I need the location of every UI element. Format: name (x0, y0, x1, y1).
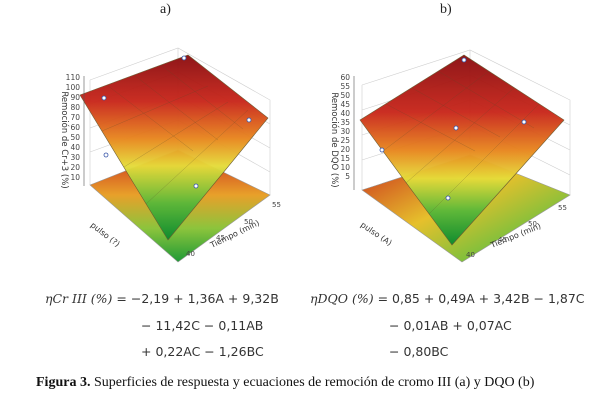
equation-a-line1: ηCr III (%) = −2,19 + 1,36A + 9,32B (45, 291, 279, 306)
equation-b-lhs: ηDQO (%) (310, 291, 374, 306)
z-tick: 10 (340, 163, 350, 172)
z-tick: 50 (340, 91, 350, 100)
y-axis-label-a: pulso (?) (89, 220, 122, 248)
surface-plot-b: 60 55 50 45 40 35 30 25 20 15 10 5 Remoc… (302, 0, 604, 270)
z-tick: 40 (70, 143, 80, 152)
z-ticks-b: 60 55 50 45 40 35 30 25 20 15 10 5 (340, 73, 350, 181)
x-ticks-b: 40 45 50 55 (466, 204, 567, 259)
panel-label-a: a) (160, 2, 171, 17)
panel-label-b: b) (440, 2, 452, 17)
z-tick: 50 (70, 133, 80, 142)
x-tick: 45 (216, 234, 225, 242)
z-ticks-a: 110 100 90 80 70 60 50 40 30 20 10 (66, 73, 81, 182)
response-surface-a (79, 54, 269, 241)
z-tick: 20 (340, 145, 350, 154)
z-tick: 80 (70, 103, 80, 112)
z-tick: 35 (340, 118, 350, 127)
equation-b-line2: − 0,01AB + 0,07AC (389, 318, 512, 333)
design-points-b (379, 57, 527, 201)
z-tick: 40 (340, 109, 350, 118)
z-tick: 30 (70, 153, 80, 162)
equation-b-rhs1: = 0,85 + 0,49A + 3,42B − 1,87C (377, 291, 585, 306)
figure-number: Figura 3. (36, 375, 91, 390)
x-tick: 55 (558, 204, 567, 212)
design-points-a (101, 55, 252, 189)
z-tick: 110 (66, 73, 81, 82)
equation-a-line2: − 11,42C − 0,11AB (141, 318, 264, 333)
z-tick: 55 (340, 82, 350, 91)
x-tick: 45 (498, 236, 507, 244)
z-tick: 5 (345, 172, 350, 181)
z-tick: 60 (340, 73, 350, 82)
z-tick: 20 (70, 163, 80, 172)
surface-mesh-b (382, 70, 540, 215)
x-tick: 50 (528, 220, 537, 228)
caption-text: Superficies de respuesta y ecuaciones de… (90, 375, 535, 390)
z-tick: 100 (66, 83, 81, 92)
z-tick: 10 (70, 173, 80, 182)
x-tick: 40 (466, 251, 475, 259)
z-tick: 70 (70, 113, 80, 122)
equation-a-lhs: ηCr III (%) (45, 291, 113, 306)
figure-caption: Figura 3. Superficies de respuesta y ecu… (36, 375, 534, 391)
surface-plot-a: 110 100 90 80 70 60 50 40 30 20 10 Remoc… (0, 0, 302, 270)
z-tick: 30 (340, 127, 350, 136)
z-tick: 45 (340, 100, 350, 109)
z-tick: 25 (340, 136, 350, 145)
z-axis-label-b: Remoción de DQO (%) (329, 92, 340, 187)
z-tick: 90 (70, 93, 80, 102)
equation-a-rhs1: = −2,19 + 1,36A + 9,32B (116, 291, 279, 306)
surface-plot-b-svg: 60 55 50 45 40 35 30 25 20 15 10 5 Remoc… (329, 49, 571, 263)
z-tick: 15 (340, 154, 350, 163)
equation-b-line1: ηDQO (%) = 0,85 + 0,49A + 3,42B − 1,87C (310, 291, 585, 306)
x-tick: 55 (272, 201, 281, 209)
response-surface-b (359, 54, 565, 246)
surface-plot-a-svg: 110 100 90 80 70 60 50 40 30 20 10 Remoc… (59, 47, 281, 263)
x-ticks-a: 40 45 50 55 (186, 201, 281, 258)
equation-b-line3: − 0,80BC (389, 344, 449, 359)
z-axis-label-a: Remoción de Cr+3 (%) (59, 91, 70, 188)
y-axis-label-b: pulso (A) (359, 220, 394, 247)
x-tick: 40 (186, 250, 195, 258)
z-tick: 60 (70, 123, 80, 132)
equation-a-line3: + 0,22AC − 1,26BC (141, 344, 264, 359)
surface-mesh-a (101, 64, 249, 205)
x-tick: 50 (244, 218, 253, 226)
